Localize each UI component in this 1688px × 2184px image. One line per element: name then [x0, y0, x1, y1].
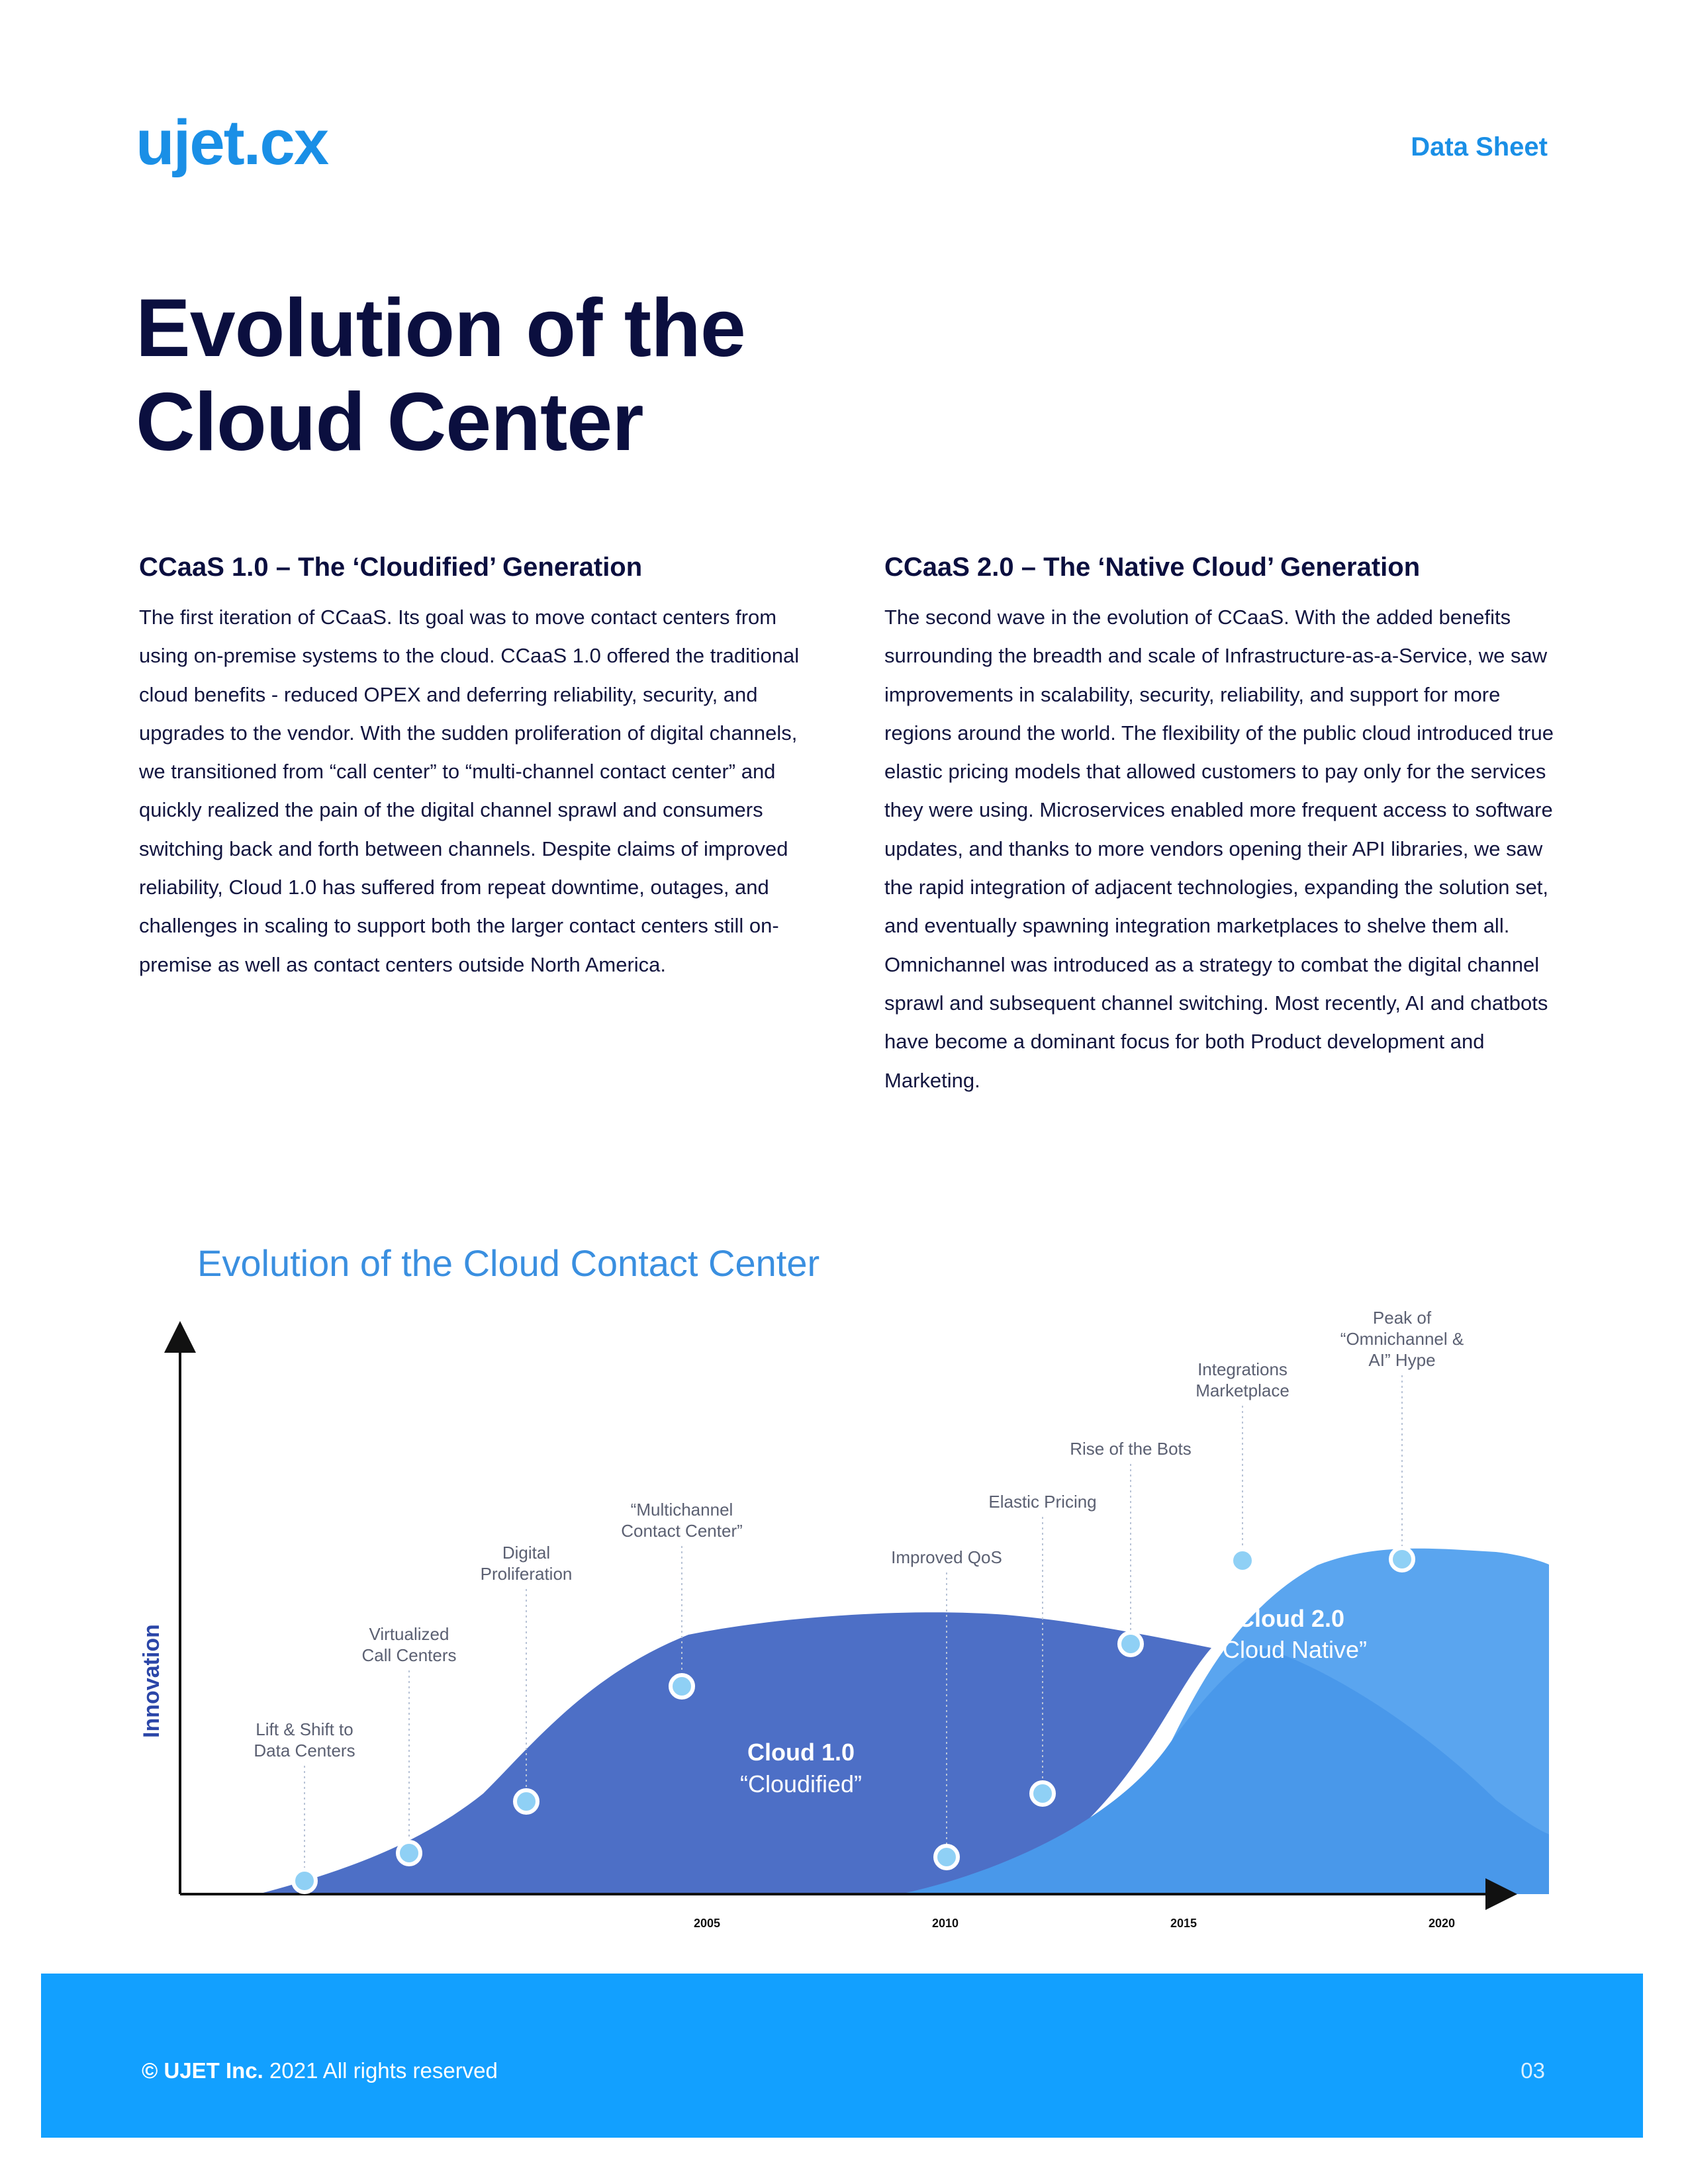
- chart-title: Evolution of the Cloud Contact Center: [197, 1242, 820, 1284]
- milestone-label: Call Centers: [361, 1645, 456, 1665]
- milestone-label: Contact Center”: [621, 1521, 743, 1541]
- milestone-label: Lift & Shift to: [256, 1719, 353, 1739]
- section-body: The second wave in the evolution of CCaa…: [884, 606, 1554, 1092]
- section-ccaas-1: CCaaS 1.0 – The ‘Cloudified’ Generation …: [139, 544, 814, 984]
- milestone-point: [1229, 1547, 1256, 1574]
- y-axis-label: Innovation: [139, 1624, 164, 1738]
- milestone-point: [513, 1788, 539, 1815]
- milestone-label: Integrations: [1197, 1359, 1288, 1379]
- series-subtitle-cloud-1: “Cloudified”: [740, 1770, 862, 1797]
- page-title-line-2: Cloud Center: [136, 377, 643, 468]
- milestone-label: Peak of: [1373, 1308, 1432, 1328]
- cloud-2-overlap-area: [900, 1648, 1549, 1894]
- section-heading: CCaaS 2.0 – The ‘Native Cloud’ Generatio…: [884, 553, 1421, 582]
- series-subtitle-cloud-2: “Cloud Native”: [1215, 1636, 1367, 1663]
- milestone-label: Virtualized: [369, 1624, 449, 1644]
- milestone-point: [933, 1844, 960, 1870]
- section-body: The first iteration of CCaaS. Its goal w…: [139, 606, 800, 976]
- section-ccaas-2: CCaaS 2.0 – The ‘Native Cloud’ Generatio…: [884, 544, 1560, 1100]
- milestone-point: [396, 1840, 422, 1866]
- milestones-layer: Lift & Shift to Data Centers VirtualizedCa…: [254, 1308, 1464, 1894]
- milestone-label: AI” Hype: [1368, 1350, 1435, 1370]
- milestone-label: Marketplace: [1196, 1381, 1289, 1400]
- page-number: 03: [1521, 2058, 1545, 2083]
- x-tick-label: 2005: [694, 1917, 720, 1930]
- milestone-point: [1117, 1631, 1144, 1657]
- evolution-chart: Evolution of the Cloud Contact Center In…: [139, 1238, 1549, 1939]
- milestone-label: Rise of the Bots: [1070, 1439, 1192, 1459]
- x-tick-label: 2015: [1170, 1917, 1197, 1930]
- milestone-point: [1389, 1546, 1415, 1572]
- chart-svg: Evolution of the Cloud Contact Center In…: [139, 1242, 1549, 1930]
- rights-text: 2021 All rights reserved: [263, 2058, 498, 2083]
- milestone-label: Digital: [502, 1543, 550, 1563]
- company-name: © UJET Inc.: [142, 2058, 263, 2083]
- milestone-label: Data Centers: [254, 1741, 355, 1760]
- x-tick-label: 2020: [1429, 1917, 1455, 1930]
- milestone-point: [291, 1868, 318, 1894]
- page-title-line-1: Evolution of the: [136, 283, 746, 374]
- page-title: Evolution of the Cloud Center: [136, 281, 1062, 469]
- series-label-cloud-2: Cloud 2.0: [1237, 1605, 1344, 1632]
- series-label-cloud-1: Cloud 1.0: [747, 1739, 855, 1766]
- doc-type-label: Data Sheet: [1411, 132, 1548, 161]
- milestone-label: Proliferation: [481, 1564, 573, 1584]
- x-tick-label: 2010: [932, 1917, 959, 1930]
- milestone-label: Elastic Pricing: [988, 1492, 1096, 1512]
- milestone-label: “Omnichannel &: [1340, 1329, 1464, 1349]
- milestone-point: [669, 1673, 695, 1700]
- copyright-text: © UJET Inc. 2021 All rights reserved: [142, 2058, 498, 2083]
- milestone-label: Improved QoS: [891, 1547, 1002, 1567]
- ujet-logo: ujet.cx: [136, 107, 329, 178]
- milestone-label: “Multichannel: [631, 1500, 733, 1520]
- section-heading: CCaaS 1.0 – The ‘Cloudified’ Generation: [139, 553, 643, 582]
- milestone-point: [1029, 1780, 1056, 1807]
- cloud-1-area: [258, 1612, 1211, 1894]
- footer-bar: © UJET Inc. 2021 All rights reserved 03: [41, 1974, 1643, 2138]
